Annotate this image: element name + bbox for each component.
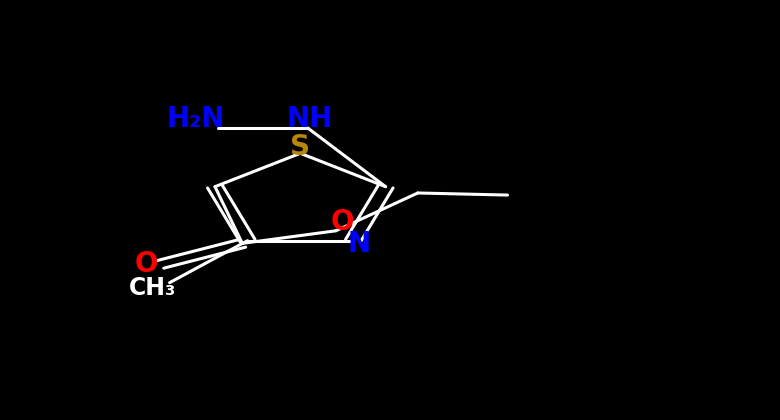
Text: H₂N: H₂N: [167, 105, 225, 134]
Text: NH: NH: [286, 105, 332, 134]
Text: O: O: [331, 207, 354, 236]
Text: N: N: [348, 230, 370, 258]
Text: O: O: [135, 250, 158, 278]
Text: CH₃: CH₃: [129, 276, 176, 300]
Text: S: S: [290, 133, 310, 161]
